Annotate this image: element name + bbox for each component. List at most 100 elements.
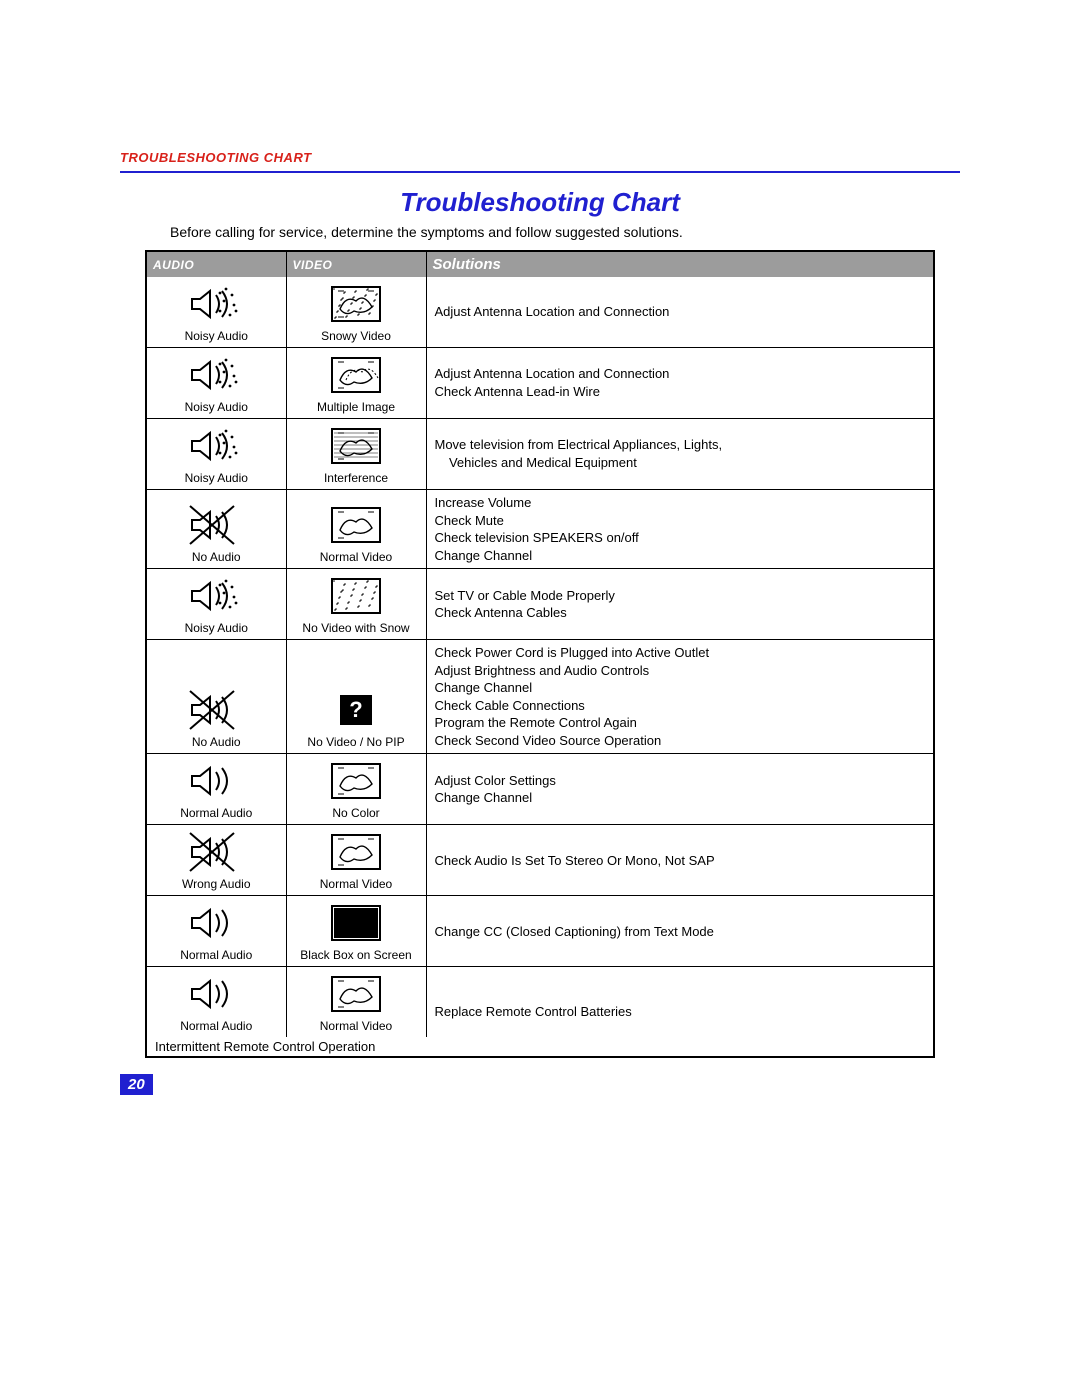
video-symptom-label: Multiple Image [317, 400, 395, 414]
solution-line: Check Mute [435, 512, 926, 530]
video-symptom-cell: Normal Video [286, 967, 426, 1038]
solution-line: Check Antenna Lead-in Wire [435, 383, 926, 401]
col-header-solutions: Solutions [426, 251, 934, 277]
page-title: Troubleshooting Chart [120, 187, 960, 218]
tv-normal-icon [326, 829, 386, 875]
video-symptom-cell: ? No Video / No PIP [286, 640, 426, 754]
tv-nocolor-icon [326, 758, 386, 804]
audio-symptom-label: Normal Audio [180, 1019, 252, 1033]
video-symptom-cell: Black Box on Screen [286, 896, 426, 967]
audio-symptom-cell: Noisy Audio [146, 277, 286, 348]
solution-line: Adjust Antenna Location and Connection [435, 303, 926, 321]
audio-symptom-cell: Noisy Audio [146, 348, 286, 419]
audio-symptom-cell: Normal Audio [146, 754, 286, 825]
solution-line: Replace Remote Control Batteries [435, 1003, 926, 1021]
intro-text: Before calling for service, determine th… [170, 224, 950, 240]
solution-line: Adjust Brightness and Audio Controls [435, 662, 926, 680]
audio-symptom-cell: Normal Audio [146, 896, 286, 967]
video-symptom-cell: Multiple Image [286, 348, 426, 419]
video-symptom-label: Interference [324, 471, 388, 485]
video-symptom-cell: No Color [286, 754, 426, 825]
speaker-noisy-icon [186, 573, 246, 619]
solution-cell: Check Audio Is Set To Stereo Or Mono, No… [426, 825, 934, 896]
video-symptom-label: Black Box on Screen [300, 948, 411, 962]
solution-line: Change CC (Closed Captioning) from Text … [435, 923, 926, 941]
solution-line: Check Second Video Source Operation [435, 732, 926, 750]
solution-cell: Adjust Color SettingsChange Channel [426, 754, 934, 825]
tv-interference-icon [326, 423, 386, 469]
audio-symptom-cell: Noisy Audio [146, 569, 286, 640]
video-symptom-label: Normal Video [320, 877, 392, 891]
audio-symptom-cell: Wrong Audio [146, 825, 286, 896]
video-symptom-label: No Video / No PIP [307, 735, 404, 749]
solution-line: Increase Volume [435, 494, 926, 512]
video-symptom-label: Normal Video [320, 1019, 392, 1033]
col-header-video: VIDEO [286, 251, 426, 277]
solution-line: Move television from Electrical Applianc… [435, 436, 926, 471]
solution-cell: Increase VolumeCheck MuteCheck televisio… [426, 490, 934, 569]
document-page: TROUBLESHOOTING CHART Troubleshooting Ch… [0, 0, 1080, 1175]
audio-symptom-label: Noisy Audio [185, 621, 248, 635]
solution-line: Change Channel [435, 547, 926, 565]
solution-line: Change Channel [435, 679, 926, 697]
video-symptom-label: Normal Video [320, 550, 392, 564]
video-symptom-cell: Normal Video [286, 490, 426, 569]
solution-line: Check Antenna Cables [435, 604, 926, 622]
solution-line: Adjust Color Settings [435, 772, 926, 790]
speaker-noisy-icon [186, 352, 246, 398]
video-symptom-cell: Snowy Video [286, 277, 426, 348]
svg-text:?: ? [349, 697, 362, 722]
page-number: 20 [120, 1074, 153, 1095]
solution-cell: Adjust Antenna Location and Connection [426, 277, 934, 348]
solution-line: Set TV or Cable Mode Properly [435, 587, 926, 605]
solution-line: Check Cable Connections [435, 697, 926, 715]
audio-symptom-cell: No Audio [146, 640, 286, 754]
audio-symptom-cell: No Audio [146, 490, 286, 569]
video-symptom-label: No Video with Snow [302, 621, 409, 635]
solution-cell: Set TV or Cable Mode ProperlyCheck Anten… [426, 569, 934, 640]
running-header: TROUBLESHOOTING CHART [120, 150, 960, 165]
solution-cell: Adjust Antenna Location and ConnectionCh… [426, 348, 934, 419]
tv-blackbox-icon [326, 900, 386, 946]
tv-snowy-icon [326, 281, 386, 327]
solution-line: Program the Remote Control Again [435, 714, 926, 732]
audio-symptom-label: No Audio [192, 735, 241, 749]
speaker-crossed-icon [186, 687, 246, 733]
header-rule [120, 171, 960, 173]
video-symptom-cell: No Video with Snow [286, 569, 426, 640]
troubleshooting-table: AUDIO VIDEO Solutions Noisy Audio Snowy V… [145, 250, 935, 1058]
speaker-normal-icon [186, 758, 246, 804]
video-symptom-cell: Normal Video [286, 825, 426, 896]
speaker-noisy-icon [186, 423, 246, 469]
audio-symptom-label: Noisy Audio [185, 400, 248, 414]
speaker-crossed-icon [186, 829, 246, 875]
audio-symptom-cell: Noisy Audio [146, 419, 286, 490]
speaker-noisy-icon [186, 281, 246, 327]
solution-line: Check Audio Is Set To Stereo Or Mono, No… [435, 852, 926, 870]
video-symptom-cell: Interference [286, 419, 426, 490]
audio-symptom-label: Normal Audio [180, 948, 252, 962]
solution-line: Check Power Cord is Plugged into Active … [435, 644, 926, 662]
speaker-crossed-icon [186, 502, 246, 548]
col-header-audio: AUDIO [146, 251, 286, 277]
speaker-normal-icon [186, 971, 246, 1017]
speaker-normal-icon [186, 900, 246, 946]
row-footnote: Intermittent Remote Control Operation [146, 1037, 426, 1057]
audio-symptom-label: Noisy Audio [185, 471, 248, 485]
solution-cell: Change CC (Closed Captioning) from Text … [426, 896, 934, 967]
audio-symptom-label: Noisy Audio [185, 329, 248, 343]
solution-cell: Replace Remote Control Batteries [426, 967, 934, 1058]
tv-nosignal-snow-icon [326, 573, 386, 619]
tv-normal-icon [326, 971, 386, 1017]
audio-symptom-cell: Normal Audio [146, 967, 286, 1038]
tv-question-icon: ? [326, 687, 386, 733]
audio-symptom-label: Normal Audio [180, 806, 252, 820]
audio-symptom-label: Wrong Audio [182, 877, 251, 891]
solution-cell: Move television from Electrical Applianc… [426, 419, 934, 490]
solution-line: Change Channel [435, 789, 926, 807]
audio-symptom-label: No Audio [192, 550, 241, 564]
video-symptom-label: No Color [332, 806, 379, 820]
solution-line: Adjust Antenna Location and Connection [435, 365, 926, 383]
page-footer: 20 [120, 1074, 960, 1095]
tv-multiple-icon [326, 352, 386, 398]
